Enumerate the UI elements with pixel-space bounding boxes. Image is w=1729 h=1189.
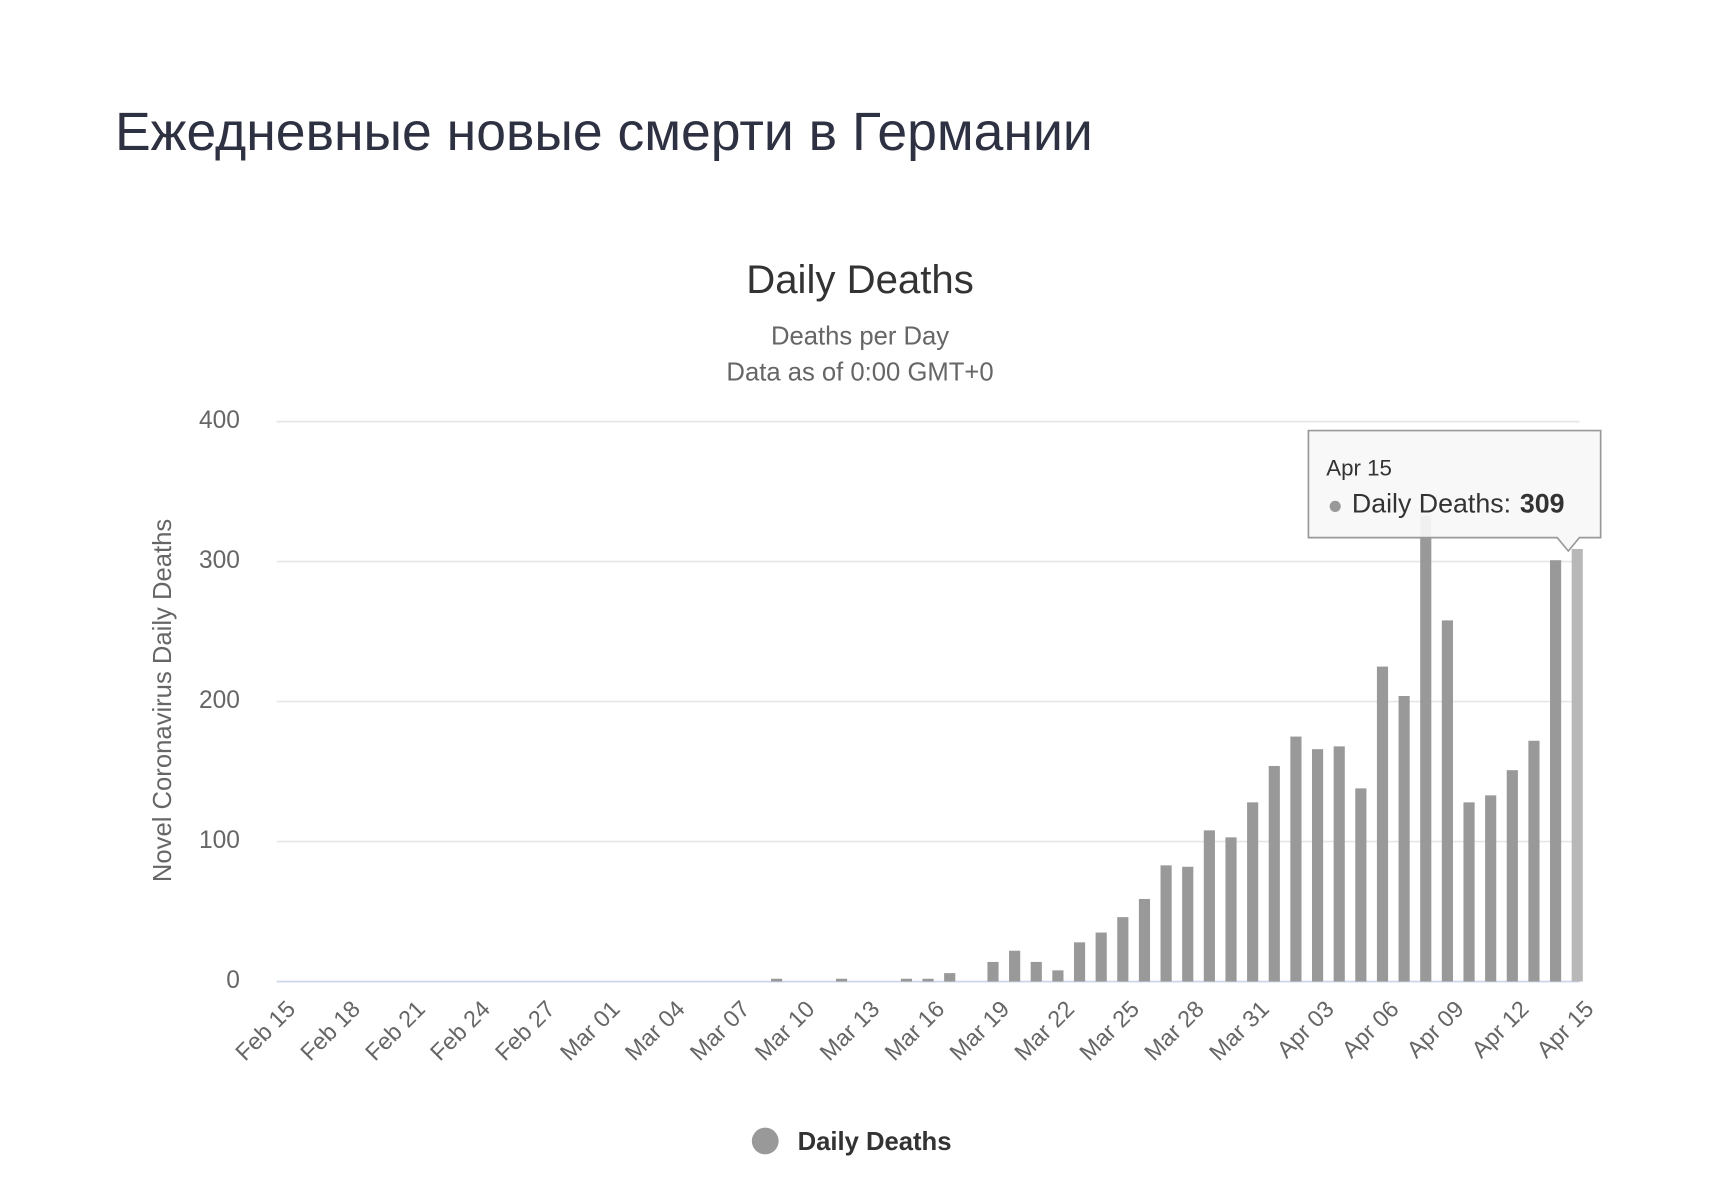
bar — [1225, 837, 1237, 982]
y-axis-label: Novel Coronavirus Daily Deaths — [149, 519, 177, 882]
bar — [900, 978, 913, 982]
bar — [835, 978, 848, 982]
x-tick-label: Feb 18 — [295, 996, 365, 1066]
page-title: Ежедневные новые смерти в Германии — [115, 103, 1093, 162]
x-tick-label: Mar 16 — [879, 996, 949, 1066]
bar — [944, 973, 956, 982]
x-tick-label: Feb 21 — [360, 996, 430, 1066]
bar — [1117, 917, 1129, 982]
chart-title: Daily Deaths — [746, 257, 974, 302]
x-tick-label: Mar 01 — [555, 996, 625, 1066]
bar — [1463, 802, 1475, 982]
bar — [1333, 746, 1345, 982]
bar — [1160, 865, 1172, 982]
bar — [987, 961, 999, 982]
bar — [1030, 961, 1042, 982]
y-tick-label: 300 — [199, 547, 240, 574]
x-tick-label: Mar 31 — [1204, 996, 1274, 1066]
bar — [771, 978, 783, 982]
x-tick-label: Mar 22 — [1009, 996, 1079, 1066]
bar — [1073, 942, 1086, 982]
bar — [1571, 548, 1583, 982]
legend-label: Daily Deaths — [798, 1128, 952, 1156]
y-tick-label: 400 — [199, 407, 240, 434]
x-tick-label: Mar 19 — [944, 996, 1014, 1066]
tooltip-value: 309 — [1520, 488, 1565, 518]
bar — [1182, 866, 1194, 982]
tooltip-box — [1307, 429, 1602, 553]
x-tick-label: Mar 25 — [1074, 996, 1144, 1066]
bar — [1398, 695, 1410, 982]
x-tick-label: Mar 10 — [750, 996, 820, 1066]
bar — [922, 978, 934, 982]
bar — [1311, 749, 1324, 982]
bar — [1138, 898, 1151, 982]
x-tick-label: Apr 12 — [1466, 996, 1533, 1063]
x-tick-label: Feb 15 — [230, 996, 300, 1066]
tooltip: Apr 15 Daily Deaths: 309 — [1307, 429, 1602, 553]
tooltip-text: Daily Deaths: 309 — [1352, 488, 1565, 518]
x-tick-label: Mar 13 — [815, 996, 885, 1066]
y-tick-label: 200 — [199, 687, 240, 714]
bar — [1290, 736, 1302, 982]
bar — [1268, 765, 1280, 982]
x-tick-label: Apr 15 — [1531, 996, 1598, 1063]
bar — [1247, 802, 1259, 982]
x-tick-label: Feb 27 — [490, 996, 560, 1066]
y-tick-label: 0 — [226, 967, 240, 994]
tooltip-category: Apr 15 — [1326, 455, 1392, 480]
tooltip-marker — [1329, 500, 1341, 512]
bar — [1376, 666, 1389, 982]
x-tick-label: Mar 28 — [1139, 996, 1209, 1066]
y-tick-label: 100 — [199, 827, 240, 854]
bar — [1441, 620, 1453, 982]
x-tick-label: Apr 03 — [1272, 996, 1339, 1063]
tooltip-label: Daily Deaths: — [1352, 488, 1511, 518]
bar — [1506, 770, 1518, 982]
bar — [1009, 950, 1021, 982]
x-tick-label: Feb 24 — [425, 996, 495, 1066]
bar — [1485, 795, 1497, 982]
x-tick-label: Apr 09 — [1402, 996, 1469, 1063]
bar — [1203, 830, 1215, 982]
bar — [1528, 740, 1540, 982]
legend-marker — [751, 1127, 779, 1155]
bar — [1550, 560, 1562, 982]
chart-subtitle: Data as of 0:00 GMT+0 — [726, 358, 993, 386]
bar — [1052, 970, 1064, 982]
chart-subtitle: Deaths per Day — [771, 323, 949, 351]
x-tick-label: Apr 06 — [1337, 996, 1404, 1063]
bar — [1355, 788, 1367, 982]
x-tick-label: Mar 04 — [620, 996, 690, 1066]
bar — [1420, 515, 1432, 982]
bar — [1095, 932, 1107, 982]
x-tick-label: Mar 07 — [685, 996, 755, 1066]
